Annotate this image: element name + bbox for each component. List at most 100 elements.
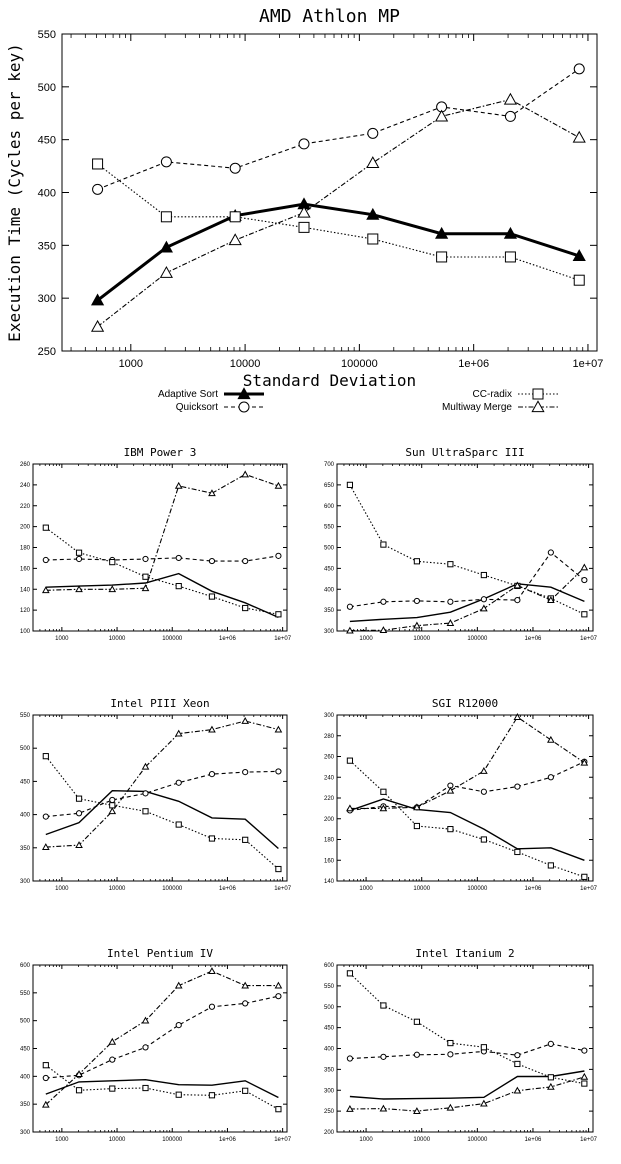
- data-point: [42, 813, 49, 820]
- data-point: [242, 1000, 249, 1007]
- data-point: [109, 559, 116, 566]
- series-line-0: [349, 583, 585, 623]
- y-tick-label: 400: [324, 587, 335, 593]
- series-line-1: [349, 761, 585, 812]
- y-tick-label: 200: [324, 1130, 335, 1136]
- data-point: [572, 249, 586, 261]
- legend-label: CC-radix: [473, 389, 512, 400]
- data-point: [581, 1047, 588, 1054]
- chart-title: Intel Pentium IV: [107, 947, 213, 960]
- x-tick-label: 10000: [230, 358, 261, 370]
- data-point: [75, 555, 83, 563]
- data-point: [141, 584, 150, 592]
- data-point: [480, 571, 487, 579]
- data-point: [513, 713, 522, 720]
- data-point: [159, 266, 173, 278]
- series-line-2: [45, 755, 279, 870]
- y-axis-label: Execution Time (Cycles per key): [5, 43, 24, 342]
- data-point: [75, 1070, 83, 1077]
- x-tick-label: 1e+07: [274, 636, 292, 642]
- chart-title: SGI R12000: [432, 697, 498, 710]
- data-point: [413, 558, 420, 565]
- data-point: [413, 822, 420, 830]
- y-tick-label: 250: [324, 1109, 335, 1115]
- data-point: [142, 1084, 149, 1092]
- y-tick-label: 450: [38, 135, 56, 147]
- data-point: [580, 758, 589, 766]
- data-point: [413, 1051, 420, 1058]
- y-tick-label: 240: [324, 775, 335, 781]
- data-point: [379, 1104, 388, 1112]
- data-point: [435, 226, 449, 239]
- x-tick-label: 1000: [359, 1137, 373, 1143]
- data-point: [547, 1074, 554, 1081]
- x-tick-label: 1e+06: [219, 1137, 237, 1143]
- data-point: [514, 1052, 521, 1059]
- data-point: [175, 554, 182, 562]
- data-point: [142, 555, 149, 563]
- x-tick-label: 1e+07: [580, 1137, 598, 1143]
- y-tick-label: 350: [38, 240, 56, 252]
- y-tick-label: 300: [324, 713, 335, 719]
- x-tick-label: 1e+06: [525, 1137, 543, 1143]
- series-line-3: [45, 720, 279, 848]
- data-point: [572, 130, 586, 143]
- data-point: [346, 970, 354, 977]
- x-tick-label: 10000: [109, 636, 126, 642]
- data-point: [513, 1086, 522, 1094]
- data-point: [208, 725, 216, 733]
- legend-label: Quicksort: [176, 402, 218, 413]
- data-point: [379, 804, 388, 812]
- y-tick-label: 600: [20, 963, 31, 969]
- y-tick-label: 500: [324, 1005, 335, 1011]
- data-point: [75, 549, 83, 556]
- data-point: [581, 576, 588, 584]
- data-point: [229, 162, 241, 174]
- data-point: [174, 981, 183, 989]
- data-point: [92, 183, 104, 195]
- y-tick-label: 350: [20, 1102, 31, 1108]
- data-point: [447, 561, 454, 568]
- data-point: [242, 557, 249, 565]
- data-point: [346, 804, 354, 812]
- data-point: [447, 826, 454, 833]
- legend-label: Adaptive Sort: [158, 389, 218, 400]
- chart-title: IBM Power 3: [124, 446, 197, 459]
- series-line-2: [349, 973, 585, 1085]
- data-point: [229, 211, 241, 223]
- data-point: [413, 1018, 420, 1025]
- series-line-3: [349, 567, 585, 632]
- y-tick-label: 550: [38, 29, 56, 41]
- data-point: [547, 862, 554, 869]
- data-point: [241, 470, 250, 478]
- series-line-1: [45, 770, 279, 818]
- y-tick-label: 400: [324, 1047, 335, 1053]
- data-point: [241, 981, 250, 989]
- data-point: [208, 557, 216, 565]
- data-point: [573, 274, 585, 286]
- data-point: [41, 586, 50, 594]
- chart-3: Intel PIII Xeon 300 350 400 450 500 550 1000 100…: [20, 697, 292, 892]
- series-line-0: [349, 1070, 585, 1100]
- x-tick-label: 1000: [359, 636, 373, 642]
- data-point: [514, 597, 521, 604]
- series-line-1: [97, 68, 580, 190]
- series-line-3: [97, 98, 580, 328]
- series-line-3: [45, 473, 279, 591]
- y-tick-label: 220: [20, 504, 31, 510]
- data-point: [581, 873, 588, 880]
- y-tick-label: 450: [20, 1047, 31, 1053]
- data-point: [413, 1107, 421, 1115]
- data-point: [480, 604, 488, 612]
- data-point: [75, 841, 83, 849]
- y-tick-label: 550: [20, 991, 31, 997]
- data-point: [75, 795, 83, 802]
- data-point: [346, 1105, 354, 1112]
- data-point: [447, 598, 454, 605]
- data-point: [92, 158, 104, 170]
- data-point: [380, 788, 387, 795]
- y-tick-label: 100: [20, 629, 31, 635]
- data-point: [75, 810, 83, 817]
- series-line-3: [349, 1076, 585, 1112]
- y-tick-label: 500: [20, 1019, 31, 1025]
